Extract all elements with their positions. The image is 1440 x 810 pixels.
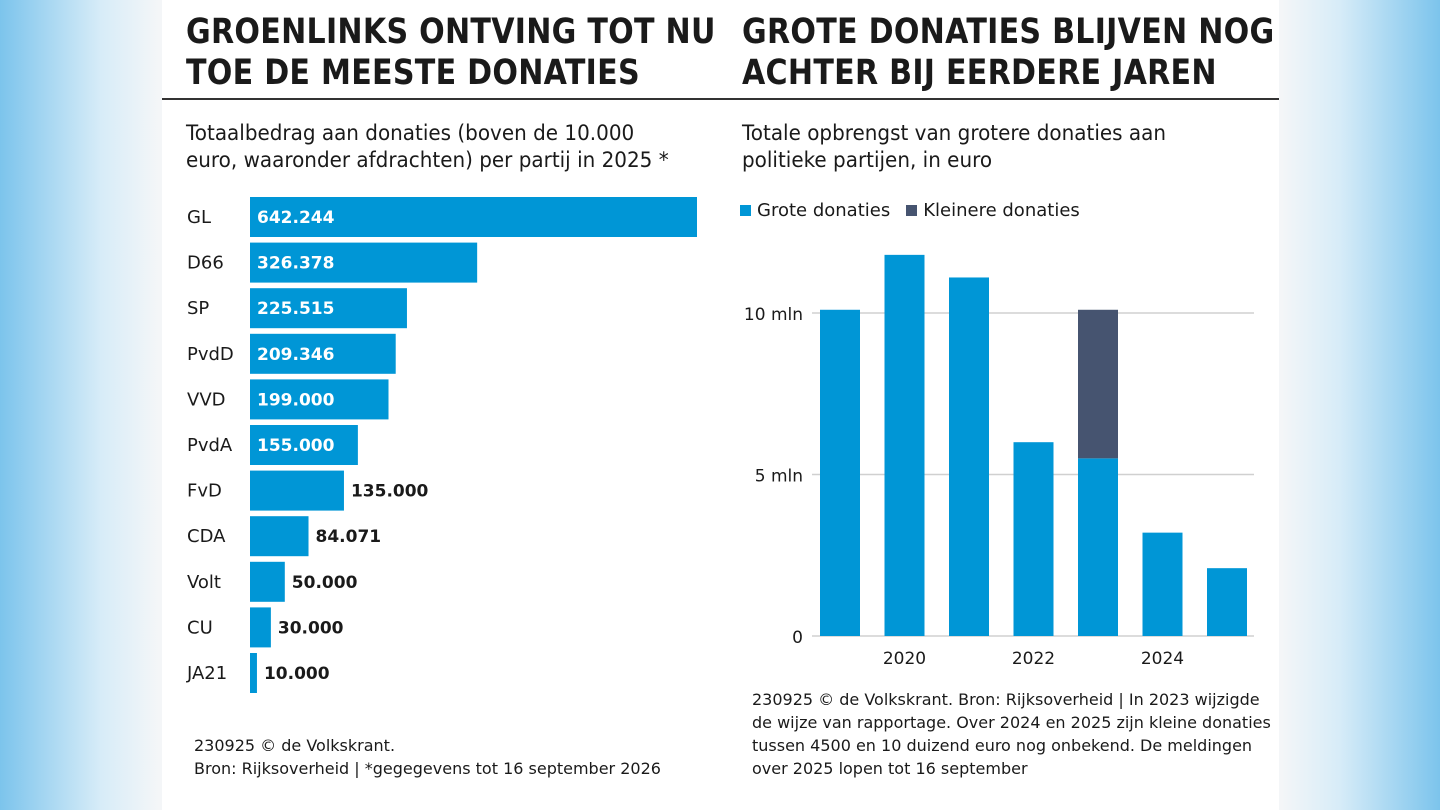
column-grote-2020 — [884, 254, 925, 637]
value-label-vvd: 199.000 — [257, 390, 335, 410]
legend-item-grote: Grote donaties — [740, 200, 890, 221]
left-subtitle-line-1: Totaalbedrag aan donaties (boven de 10.0… — [186, 121, 635, 145]
bar-gl — [250, 197, 697, 237]
y-tick-label-5: 5 mln — [755, 467, 803, 487]
column-kleinere-2023 — [1078, 309, 1118, 459]
value-label-pvda: 155.000 — [257, 436, 335, 456]
bar-pvda — [250, 425, 358, 465]
infographic-panel: GROENLINKS ONTVING TOT NU TOE DE MEESTE … — [162, 0, 1279, 810]
party-label-d66: D66 — [187, 253, 224, 274]
party-label-cu: CU — [187, 617, 213, 638]
right-chart-footer: 230925 © de Volkskrant. Bron: Rijksoverh… — [752, 688, 1271, 780]
legend-item-kleinere: Kleinere donaties — [906, 200, 1080, 221]
y-tick-label-0: 0 — [792, 628, 803, 648]
right-footer-line-1: 230925 © de Volkskrant. Bron: Rijksoverh… — [752, 690, 1260, 709]
right-chart-legend: Grote donaties Kleinere donaties — [740, 200, 1096, 221]
party-label-fvd: FvD — [187, 481, 222, 502]
legend-label-kleinere: Kleinere donaties — [923, 200, 1080, 221]
left-footer-line-2: Bron: Rijksoverheid | *gegegevens tot 16… — [194, 759, 661, 778]
bar-cda — [250, 516, 309, 557]
bar-sp — [250, 288, 407, 329]
x-tick-label-2024: 2024 — [1141, 649, 1184, 669]
value-label-gl: 642.244 — [257, 208, 335, 228]
title-divider — [162, 98, 1279, 100]
bar-ja21 — [250, 653, 257, 693]
value-label-pvdd: 209.346 — [257, 345, 334, 365]
legend-swatch-kleinere — [906, 205, 918, 216]
bar-volt — [250, 561, 285, 602]
left-title-line-2: TOE DE MEESTE DONATIES — [186, 53, 640, 93]
left-chart-title: GROENLINKS ONTVING TOT NU TOE DE MEESTE … — [186, 12, 716, 94]
value-label-d66: 326.378 — [257, 254, 334, 274]
legend-swatch-grote — [740, 205, 751, 216]
party-label-gl: GL — [187, 207, 211, 228]
right-title-line-2: ACHTER BIJ EERDERE JAREN — [742, 53, 1217, 93]
bar-vvd — [250, 379, 389, 420]
left-chart-footer: 230925 © de Volkskrant. Bron: Rijksoverh… — [194, 734, 661, 780]
party-label-vvd: VVD — [187, 389, 226, 410]
value-label-fvd: 135.000 — [351, 482, 429, 502]
x-tick-label-2022: 2022 — [1012, 649, 1055, 669]
x-tick-label-2020: 2020 — [883, 649, 926, 669]
right-chart-subtitle: Totale opbrengst van grotere donaties aa… — [742, 120, 1166, 174]
value-label-sp: 225.515 — [257, 299, 334, 319]
legend-label-grote: Grote donaties — [757, 200, 891, 221]
right-footer-line-2: de wijze van rapportage. Over 2024 en 20… — [752, 713, 1271, 732]
bar-fvd — [250, 470, 344, 511]
left-chart-subtitle: Totaalbedrag aan donaties (boven de 10.0… — [186, 120, 669, 174]
column-grote-2025 — [1207, 568, 1247, 636]
value-label-ja21: 10.000 — [264, 664, 330, 684]
party-label-pvda: PvdA — [187, 435, 233, 456]
left-title-line-1: GROENLINKS ONTVING TOT NU — [186, 12, 716, 52]
right-subtitle-line-2: politieke partijen, in euro — [742, 148, 993, 172]
right-footer-line-4: over 2025 lopen tot 16 september — [752, 759, 1028, 778]
right-footer-line-3: tussen 4500 en 10 duizend euro nog onbek… — [752, 736, 1253, 755]
bar-d66 — [250, 242, 478, 283]
value-label-cu: 30.000 — [278, 618, 344, 638]
bar-pvdd — [250, 333, 396, 374]
party-label-pvdd: PvdD — [187, 344, 234, 365]
left-subtitle-line-2: euro, waaronder afdrachten) per partij i… — [186, 148, 669, 172]
party-label-volt: Volt — [187, 572, 221, 593]
column-grote-2021 — [949, 277, 989, 636]
y-tick-label-10: 10 mln — [744, 305, 803, 325]
bar-cu — [250, 607, 271, 648]
party-label-ja21: JA21 — [186, 663, 227, 684]
column-grote-2019 — [820, 309, 860, 636]
value-label-cda: 84.071 — [316, 527, 382, 547]
charts-canvas: GL 642.244 D66 326.378 SP 225.515 PvdD 209.346 V… — [186, 197, 1254, 693]
party-label-sp: SP — [187, 298, 209, 319]
right-chart-title: GROTE DONATIES BLIJVEN NOG ACHTER BIJ EE… — [742, 12, 1274, 94]
column-grote-2024 — [1142, 532, 1183, 636]
left-footer-line-1: 230925 © de Volkskrant. — [194, 736, 396, 755]
right-title-line-1: GROTE DONATIES BLIJVEN NOG — [742, 12, 1275, 52]
column-grote-2023 — [1078, 458, 1118, 636]
party-label-cda: CDA — [187, 526, 226, 547]
value-label-volt: 50.000 — [292, 573, 358, 593]
column-grote-2022 — [1013, 442, 1054, 636]
right-subtitle-line-1: Totale opbrengst van grotere donaties aa… — [742, 121, 1166, 145]
